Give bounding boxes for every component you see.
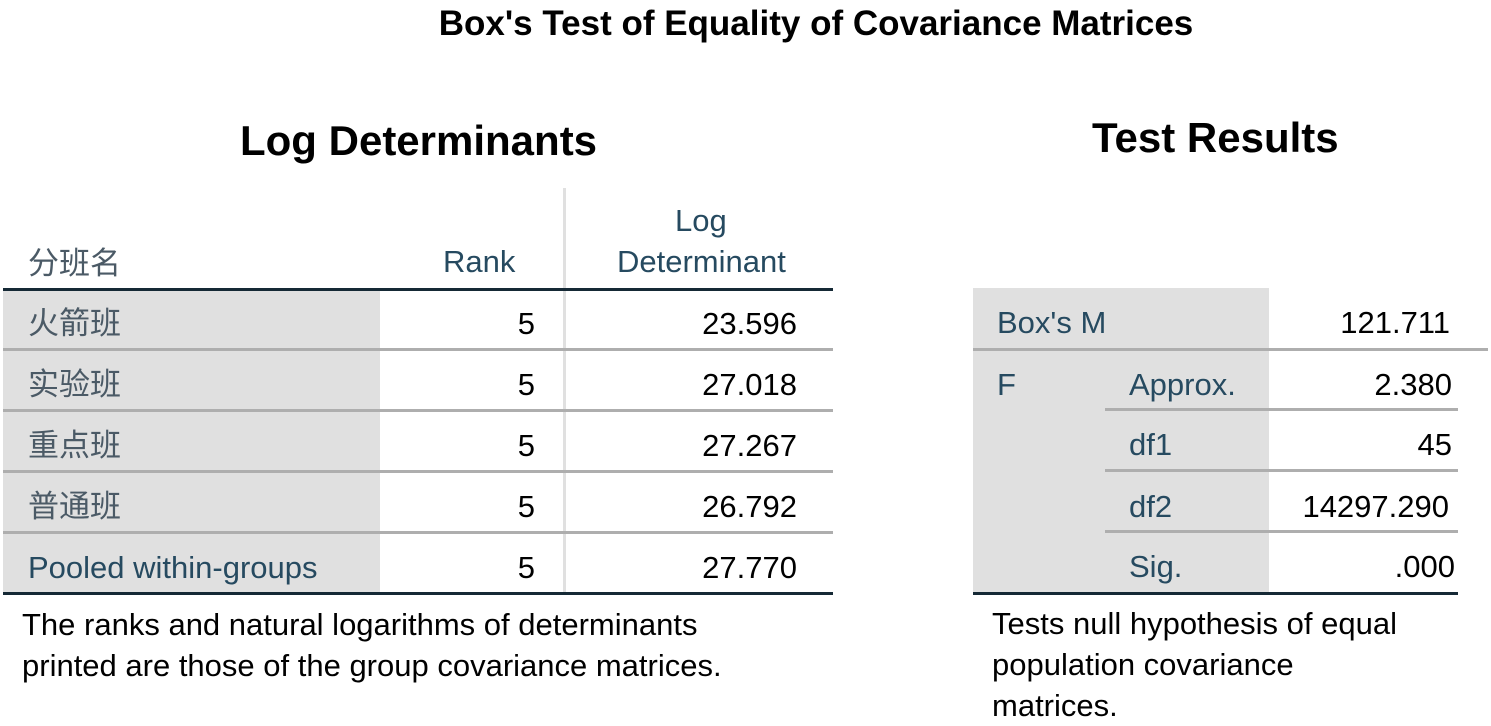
main-title: Box's Test of Equality of Covariance Mat… xyxy=(438,4,1194,43)
row-logdet: 27.018 xyxy=(702,367,797,402)
f-row-value: 45 xyxy=(1417,427,1452,462)
row-divider xyxy=(1105,530,1458,533)
header-rule xyxy=(3,288,833,291)
row-divider xyxy=(1105,408,1458,411)
row-rank: 5 xyxy=(517,428,535,463)
log-determinants-footnote-line1: The ranks and natural logarithms of dete… xyxy=(22,607,698,642)
test-results-footnote-line3: matrices. xyxy=(992,688,1118,723)
row-divider xyxy=(3,348,833,351)
header-determinant: Determinant xyxy=(617,244,786,279)
row-group-label: 实验班 xyxy=(28,367,121,403)
f-row-value: 2.380 xyxy=(1374,367,1452,402)
row-group-label: 火箭班 xyxy=(28,306,121,342)
header-rank: Rank xyxy=(443,244,516,279)
row-divider xyxy=(3,409,833,412)
test-results-title: Test Results xyxy=(1092,114,1339,161)
row-group-label: 普通班 xyxy=(28,489,121,525)
row-divider xyxy=(1105,469,1458,472)
row-group-label: Pooled within-groups xyxy=(28,550,318,585)
f-row-label: df2 xyxy=(1129,489,1173,524)
row-label-shading xyxy=(3,291,380,593)
row-logdet: 27.267 xyxy=(702,428,797,463)
row-rank: 5 xyxy=(517,367,535,402)
row-rank: 5 xyxy=(517,550,535,585)
row-logdet: 26.792 xyxy=(702,489,797,524)
header-group: 分班名 xyxy=(28,246,121,282)
f-row-value: 14297.290 xyxy=(1302,489,1449,524)
log-determinants-title: Log Determinants xyxy=(240,117,598,164)
log-determinants-footnote-line2: printed are those of the group covarianc… xyxy=(22,648,722,683)
table-bottom-rule xyxy=(3,592,833,595)
f-label: F xyxy=(997,367,1016,402)
table-bottom-rule xyxy=(973,592,1458,595)
f-row-label: Approx. xyxy=(1129,367,1236,402)
f-row-label: df1 xyxy=(1129,427,1173,462)
row-logdet: 23.596 xyxy=(702,306,797,341)
row-logdet: 27.770 xyxy=(702,550,797,585)
row-rank: 5 xyxy=(517,306,535,341)
row-divider xyxy=(973,348,1488,351)
header-log: Log xyxy=(675,203,727,238)
test-results-footnote-line1: Tests null hypothesis of equal xyxy=(992,606,1397,641)
row-rank: 5 xyxy=(517,489,535,524)
row-divider xyxy=(3,531,833,534)
box-m-value: 121.711 xyxy=(1340,305,1450,340)
column-divider xyxy=(563,188,566,593)
test-results-footnote-line2: population covariance xyxy=(992,647,1294,682)
label-shading xyxy=(973,288,1269,593)
f-row-value: .000 xyxy=(1394,549,1455,584)
row-divider xyxy=(3,470,833,473)
box-m-label: Box's M xyxy=(997,305,1107,340)
f-row-label: Sig. xyxy=(1129,549,1183,584)
row-group-label: 重点班 xyxy=(28,428,121,464)
